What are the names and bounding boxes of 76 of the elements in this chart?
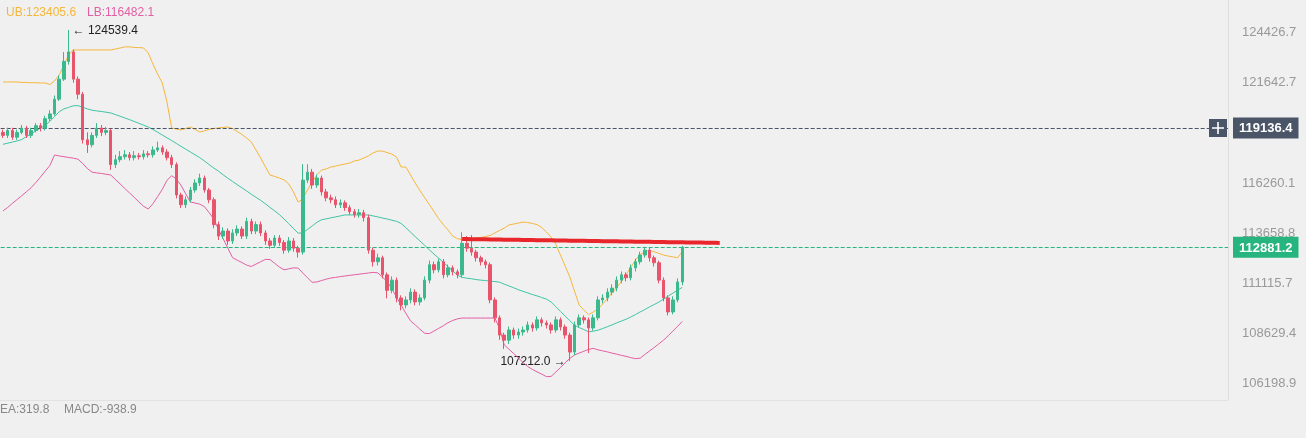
candlestick: [128, 151, 131, 161]
line-series: [2, 46, 683, 316]
candlestick: [25, 125, 28, 139]
candlestick: [259, 221, 262, 237]
annotation: ← 124539.4: [72, 22, 139, 37]
y-tick-label: 113658.8: [1242, 224, 1296, 240]
candlestick: [620, 270, 623, 284]
candlestick: [287, 236, 291, 254]
candlestick: [507, 326, 511, 345]
y-tick-label: 106198.9: [1242, 374, 1297, 390]
candlestick: [142, 149, 145, 160]
candlestick: [6, 127, 9, 139]
text: EA:319.8: [0, 402, 50, 416]
text: MACD:-938.9: [64, 402, 138, 416]
y-tick-label: 124426.7: [1242, 24, 1297, 40]
ref-line-label: 119136.4: [1239, 120, 1294, 136]
candlestick: [240, 225, 244, 240]
candlestick: [310, 168, 314, 190]
candlestick: [531, 321, 534, 333]
candlestick: [362, 209, 365, 223]
candlestick: [390, 275, 394, 294]
candlestick: [376, 253, 380, 266]
candlestick: [554, 315, 558, 334]
candlestick: [428, 260, 431, 284]
annotation: 107212.0 →: [500, 354, 566, 369]
candlestick: [456, 268, 459, 279]
candlestick: [301, 163, 305, 256]
candlestick: [273, 234, 276, 249]
candlestick: [315, 174, 319, 189]
candlestick: [624, 271, 628, 282]
candlestick: [681, 245, 684, 286]
text: LB:116482.1: [87, 5, 155, 19]
candlestick: [221, 226, 225, 240]
candlestick: [413, 288, 417, 306]
ref-line-label: 112881.2: [1239, 239, 1293, 255]
candlestick: [100, 124, 103, 137]
candlestick: [460, 231, 464, 278]
candlestick: [629, 264, 632, 281]
candlestick: [15, 129, 19, 141]
candlestick: [245, 217, 248, 240]
candlestick: [282, 239, 286, 255]
candlestick: [451, 265, 454, 276]
candlestick: [357, 208, 361, 219]
line-series: [2, 154, 683, 378]
candlestick: [343, 199, 347, 212]
candlestick: [132, 150, 136, 161]
candlestick: [339, 198, 342, 209]
candlestick: [432, 261, 436, 274]
y-tick-label: 121642.7: [1242, 74, 1297, 90]
candlestick: [250, 218, 253, 235]
candlestick: [11, 127, 14, 141]
y-tick-label: 108629.4: [1242, 324, 1297, 340]
candlestick: [104, 126, 108, 136]
y-tick-label: 111115.7: [1242, 274, 1293, 290]
candlestick: [39, 122, 42, 132]
candlestick: [146, 150, 150, 159]
candlestick: [184, 196, 187, 209]
candlestick: [442, 258, 445, 279]
candlestick: [86, 131, 89, 154]
candlestick: [254, 221, 258, 235]
line-series: [2, 105, 683, 333]
candlestick: [540, 316, 543, 328]
candlestick: [151, 145, 155, 159]
candlestick: [446, 264, 450, 278]
candlestick: [137, 152, 141, 160]
candlestick: [549, 321, 553, 335]
candlestick: [535, 315, 539, 332]
candlestick: [1, 129, 5, 139]
y-tick-label: 116260.1: [1242, 174, 1296, 190]
candlestick: [353, 208, 356, 219]
candlestick: [465, 235, 469, 253]
text: UB:123405.6: [6, 5, 77, 19]
candlestick: [437, 258, 440, 273]
candlestick: [512, 327, 515, 340]
candlestick: [226, 227, 230, 246]
candlestick: [109, 128, 112, 171]
